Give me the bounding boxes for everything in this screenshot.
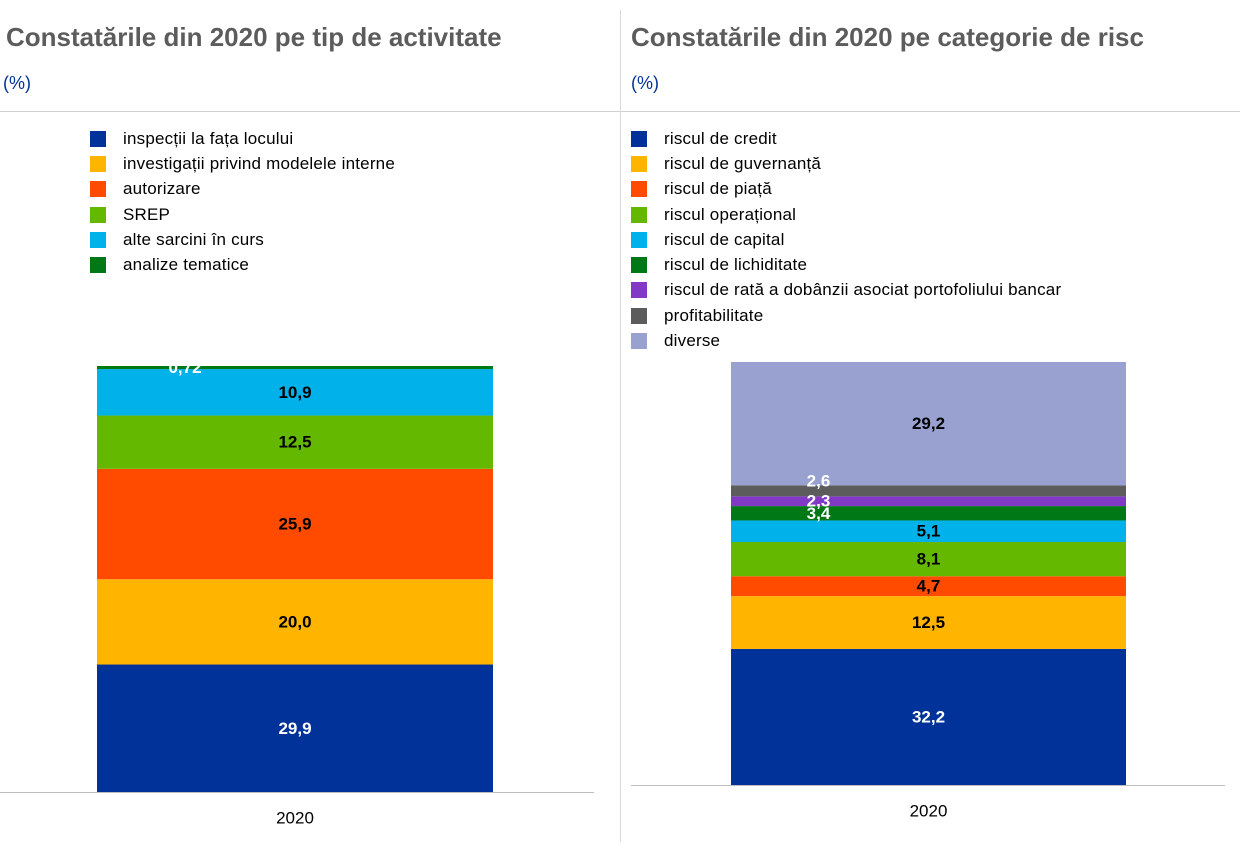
bar-segment xyxy=(731,362,1126,486)
legend-swatch xyxy=(631,130,647,147)
bar-segment xyxy=(731,648,1126,785)
legend-swatch xyxy=(90,130,106,147)
legend-item: riscul de guvernanță xyxy=(631,151,1061,176)
data-label: 10,9 xyxy=(278,383,311,402)
data-label: 12,5 xyxy=(278,433,311,452)
bar-segment xyxy=(97,468,493,580)
legend-item: alte sarcini în curs xyxy=(90,227,395,252)
bar-segment xyxy=(731,596,1126,649)
legend-item: diverse xyxy=(631,328,1061,353)
header-rule xyxy=(621,111,1240,112)
legend-item: riscul de credit xyxy=(631,126,1061,151)
legend-label: alte sarcini în curs xyxy=(123,229,264,249)
legend-swatch xyxy=(631,257,647,274)
legend-label: riscul de capital xyxy=(664,229,785,249)
legend-label: diverse xyxy=(664,331,721,351)
chart-title: Constatările din 2020 pe tip de activita… xyxy=(6,22,502,52)
data-label: 12,5 xyxy=(912,613,945,632)
bar-segment xyxy=(731,542,1126,577)
legend-swatch xyxy=(631,181,647,198)
legend-item: autorizare xyxy=(90,177,395,202)
legend-label: riscul operațional xyxy=(664,204,797,224)
legend-item: riscul operațional xyxy=(631,202,1061,227)
stacked-bar-chart: 32,2 12,5 4,7 8,1 5,1 3,42,3 2,6 29,2 2020 xyxy=(631,362,1225,821)
data-label: 20,0 xyxy=(278,612,311,631)
chart-panel-activity: Constatările din 2020 pe tip de activita… xyxy=(0,22,620,828)
legend-item: riscul de lichiditate xyxy=(631,252,1061,277)
legend-item: riscul de piață xyxy=(631,177,1061,202)
legend-label: analize tematice xyxy=(123,255,250,275)
legend-label: riscul de guvernanță xyxy=(664,153,822,173)
legend-label: SREP xyxy=(123,204,171,224)
legend-label: riscul de credit xyxy=(664,128,777,148)
data-label: 8,1 xyxy=(917,550,941,569)
chart-panel-risk: Constatările din 2020 pe categorie de ri… xyxy=(621,0,1240,847)
legend-swatch xyxy=(90,181,106,198)
x-tick-label: 2020 xyxy=(910,802,948,821)
legend-item: investigații privind modelele interne xyxy=(90,151,395,176)
data-label: 4,7 xyxy=(917,577,941,596)
legend-label: riscul de piață xyxy=(664,179,772,199)
legend-swatch xyxy=(90,257,106,274)
chart-unit: (%) xyxy=(631,73,659,93)
header-rule xyxy=(0,111,620,112)
bar-segment xyxy=(97,415,493,469)
legend-label: riscul de rată a dobânzii asociat portof… xyxy=(664,280,1062,300)
data-label: 29,2 xyxy=(912,414,945,433)
data-label: 0,72 xyxy=(168,358,201,377)
x-tick-label: 2020 xyxy=(276,809,314,828)
bar-segment xyxy=(731,485,1126,497)
data-label: 3,4 xyxy=(807,504,831,523)
bar-segment xyxy=(97,369,493,416)
legend-label: autorizare xyxy=(123,179,201,199)
data-label: 32,2 xyxy=(912,707,945,726)
legend-swatch xyxy=(631,155,647,172)
legend-swatch xyxy=(631,307,647,324)
legend-item: inspecții la fața locului xyxy=(90,126,395,151)
stacked-bar-chart: 29,9 20,0 25,9 12,5 10,9 0,72 2020 xyxy=(0,358,594,828)
bar-segment xyxy=(97,579,493,665)
legend-swatch xyxy=(90,206,106,223)
data-label: 29,9 xyxy=(278,719,311,738)
legend-swatch xyxy=(631,282,647,299)
legend-swatch xyxy=(631,206,647,223)
legend-item: riscul de capital xyxy=(631,227,1061,252)
bar-segment xyxy=(97,664,493,792)
legend-item: riscul de rată a dobânzii asociat portof… xyxy=(631,278,1061,303)
chart-unit: (%) xyxy=(3,73,31,93)
data-label: 2,6 xyxy=(807,471,831,490)
bar-segment xyxy=(731,506,1126,521)
data-label: 25,9 xyxy=(278,515,311,534)
legend-label: inspecții la fața locului xyxy=(123,128,294,148)
legend-swatch xyxy=(631,333,647,350)
legend: riscul de credit riscul de guvernanță risc… xyxy=(631,126,1061,354)
legend-label: riscul de lichiditate xyxy=(664,255,808,275)
panel-divider xyxy=(620,10,621,842)
legend-item: SREP xyxy=(90,202,395,227)
legend-item: analize tematice xyxy=(90,252,395,277)
bar-segment xyxy=(731,576,1126,597)
bar-segment xyxy=(97,366,493,370)
legend-swatch xyxy=(631,231,647,248)
legend-label: profitabilitate xyxy=(664,305,764,325)
data-label: 5,1 xyxy=(917,522,941,541)
legend-swatch xyxy=(90,155,106,172)
chart-title: Constatările din 2020 pe categorie de ri… xyxy=(631,22,1144,52)
legend: inspecții la fața locului investigații pr… xyxy=(90,126,395,278)
legend-item: profitabilitate xyxy=(631,303,1061,328)
bar-segment xyxy=(731,496,1126,507)
legend-label: investigații privind modelele interne xyxy=(123,153,395,173)
data-label: 2,3 xyxy=(807,492,831,511)
legend-swatch xyxy=(90,231,106,248)
bar-segment xyxy=(731,520,1126,543)
